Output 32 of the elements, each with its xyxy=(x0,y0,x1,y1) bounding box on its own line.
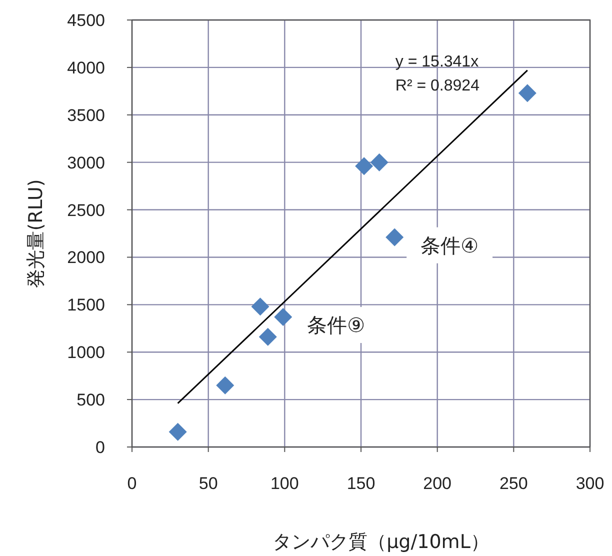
y-tick-label: 2000 xyxy=(67,248,105,268)
y-tick-label: 1000 xyxy=(67,343,105,362)
y-tick-label: 3500 xyxy=(67,106,105,125)
y-tick-label: 0 xyxy=(96,438,105,457)
point xyxy=(274,308,292,326)
x-tick-label: 150 xyxy=(346,474,376,493)
y-tick-label: 500 xyxy=(76,390,105,410)
x-tick-label: 0 xyxy=(127,474,137,493)
annotation: 条件⑨ xyxy=(307,313,366,337)
point xyxy=(370,153,388,172)
y-tick-label: 4000 xyxy=(67,58,105,78)
annotation: R² = 0.8924 xyxy=(395,77,480,94)
point xyxy=(258,328,277,346)
x-tick-label: 100 xyxy=(270,474,299,493)
point xyxy=(251,298,270,316)
x-tick-label: 50 xyxy=(198,474,218,493)
point xyxy=(518,84,536,102)
point xyxy=(355,157,374,176)
y-tick-label: 3000 xyxy=(67,153,105,172)
y-axis-title: 発光量(RLU) xyxy=(25,179,47,288)
x-tick-label: 250 xyxy=(499,474,528,493)
annotation: y = 15.341x xyxy=(395,53,479,70)
y-tick-label: 1500 xyxy=(67,296,105,315)
x-axis-title: タンパク質（μg/10mL） xyxy=(272,531,490,553)
x-tick-label: 300 xyxy=(576,474,604,493)
point xyxy=(386,228,404,246)
y-tick-label: 4500 xyxy=(67,11,105,30)
x-tick-label: 200 xyxy=(423,474,452,493)
annotation: 条件④ xyxy=(420,233,479,258)
point xyxy=(216,376,234,394)
point xyxy=(168,422,187,441)
y-tick-label: 2500 xyxy=(67,200,105,220)
